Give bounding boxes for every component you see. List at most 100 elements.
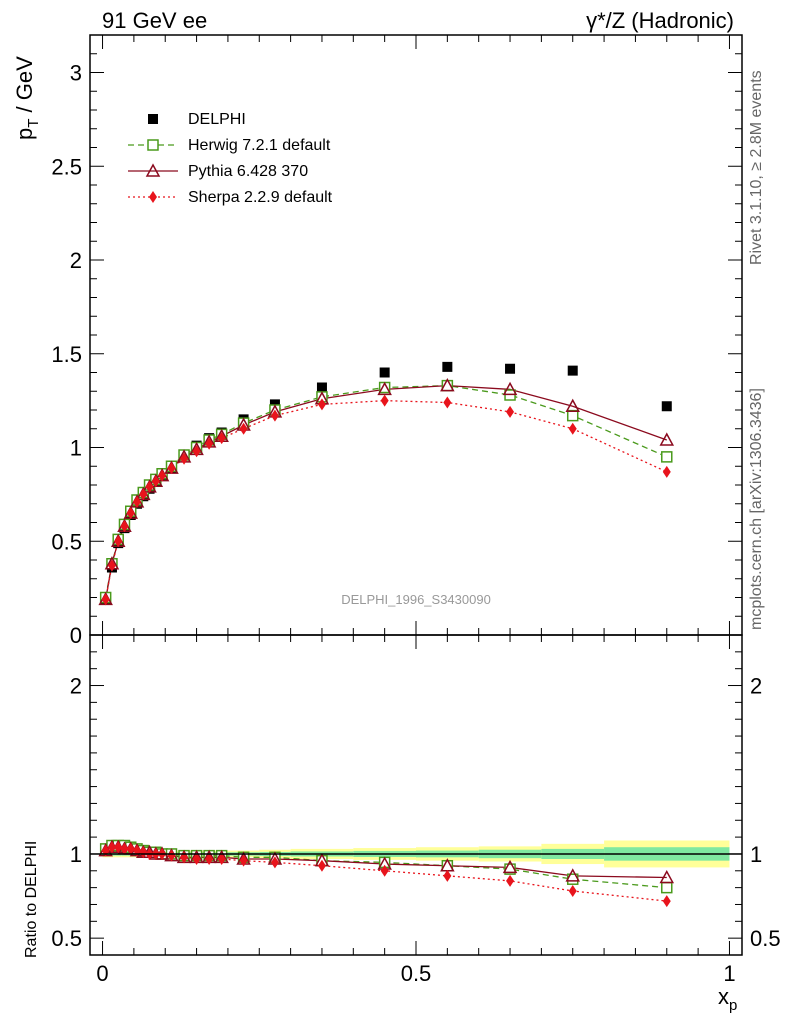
point-main-sherpa-2-2-9-default [568, 422, 577, 435]
point-ratio-sherpa-2-2-9-default [270, 856, 279, 869]
point-main-sherpa-2-2-9-default [151, 475, 160, 488]
point-main-sherpa-2-2-9-default [126, 507, 135, 520]
point-ratio-sherpa-2-2-9-default [239, 854, 248, 867]
y-tick-label-ratio-left: 2 [70, 674, 82, 699]
point-ratio-pythia-6-428-370 [565, 868, 580, 882]
y-tick-label-ratio-right: 0.5 [750, 926, 781, 951]
tick-labels-layer: 0 0.5 1 0 0.5 1 1.5 2 2.5 3 0.5 0.5 1 1 2 2 [51, 61, 780, 987]
y-tick-label-ratio-left: 0.5 [51, 926, 82, 951]
y-tick-label-ratio-right: 2 [750, 674, 762, 699]
point-main-sherpa-2-2-9-default [167, 462, 176, 475]
y-tick-label-main: 1.5 [51, 342, 82, 367]
point-main-sherpa-2-2-9-default [662, 465, 671, 478]
point-ratio-pythia-6-428-370 [502, 859, 518, 874]
point-ratio-sherpa-2-2-9-default [317, 859, 326, 872]
point-main-delphi [567, 365, 578, 376]
y-tick-label-main: 2 [70, 248, 82, 273]
y-tick-label-ratio-right: 1 [750, 842, 762, 867]
point-main-delphi [442, 361, 453, 372]
point-main-sherpa-2-2-9-default [217, 432, 226, 445]
point-main-herwig-7-2-1-default [661, 451, 673, 463]
legend-label-pythia-6-428-370: Pythia 6.428 370 [188, 163, 308, 180]
point-main-sherpa-2-2-9-default [145, 480, 154, 493]
point-main-sherpa-2-2-9-default [180, 452, 189, 465]
x-tick-label: 0.5 [401, 961, 432, 986]
y-tick-label-main: 0 [70, 623, 82, 648]
point-ratio-sherpa-2-2-9-default [192, 853, 201, 865]
x-axis-label-sub: p [729, 997, 737, 1014]
series-line-main-sherpa-2-2-9-default [105, 399, 668, 600]
point-ratio-sherpa-2-2-9-default [139, 846, 148, 859]
y-tick-label-main: 0.5 [51, 529, 82, 554]
x-axis-label: xp [718, 984, 737, 1014]
x-tick-label: 1 [723, 961, 735, 986]
x-axis-label-base: x [718, 984, 729, 1009]
legend-label-sherpa-2-2-9-default: Sherpa 2.2.9 default [188, 189, 333, 206]
point-ratio-sherpa-2-2-9-default [205, 853, 214, 865]
legend-label-delphi: DELPHI [188, 111, 246, 128]
point-ratio-sherpa-2-2-9-default [114, 841, 123, 854]
point-main-pythia-6-428-370 [440, 378, 455, 392]
y-axis-label-sub: T [25, 119, 42, 128]
point-main-delphi [661, 401, 672, 412]
legend: DELPHI Herwig 7.2.1 default Pythia 6.428 3… [128, 111, 333, 206]
point-ratio-sherpa-2-2-9-default [380, 864, 389, 877]
legend-marker-sherpa-2-2-9-default [149, 191, 157, 203]
point-main-sherpa-2-2-9-default [139, 488, 148, 501]
x-tick-label: 0 [96, 961, 108, 986]
point-main-delphi [505, 363, 516, 374]
point-main-pythia-6-428-370 [502, 381, 518, 396]
point-ratio-sherpa-2-2-9-default [126, 842, 135, 855]
analysis-id-watermark: DELPHI_1996_S3430090 [341, 592, 491, 607]
series-line-main-herwig-7-2-1-default [105, 384, 668, 598]
point-main-sherpa-2-2-9-default [158, 469, 167, 482]
point-main-sherpa-2-2-9-default [107, 559, 116, 572]
side-note-top: Rivet 3.1.10, ≥ 2.8M events [748, 70, 765, 265]
point-main-pythia-6-428-370 [377, 381, 392, 396]
axes-layer [89, 34, 743, 956]
y-axis-label-ratio: Ratio to DELPHI [23, 841, 40, 958]
point-main-sherpa-2-2-9-default [133, 495, 142, 508]
series-lines-layer [105, 384, 668, 902]
y-tick-label-main: 2.5 [51, 154, 82, 179]
point-main-sherpa-2-2-9-default [192, 445, 201, 458]
legend-marker-delphi [148, 114, 158, 124]
legend-label-herwig-7-2-1-default: Herwig 7.2.1 default [188, 137, 331, 154]
point-ratio-sherpa-2-2-9-default [662, 895, 671, 908]
point-ratio-sherpa-2-2-9-default [506, 874, 515, 887]
point-main-sherpa-2-2-9-default [101, 593, 110, 606]
y-tick-label-main: 1 [70, 436, 82, 461]
point-ratio-sherpa-2-2-9-default [443, 869, 452, 882]
point-main-pythia-6-428-370 [659, 432, 675, 446]
y-axis-label-unit: / GeV [12, 56, 37, 119]
point-main-sherpa-2-2-9-default [120, 520, 129, 533]
point-main-sherpa-2-2-9-default [506, 405, 515, 418]
point-main-sherpa-2-2-9-default [239, 422, 248, 435]
title-right: γ*/Z (Hadronic) [586, 8, 734, 33]
point-main-sherpa-2-2-9-default [443, 396, 452, 409]
y-axis-label-main: pT / GeV [12, 56, 42, 140]
point-main-sherpa-2-2-9-default [317, 398, 326, 411]
title-left: 91 GeV ee [102, 8, 207, 33]
point-ratio-sherpa-2-2-9-default [217, 853, 226, 865]
point-ratio-sherpa-2-2-9-default [167, 849, 176, 862]
point-main-sherpa-2-2-9-default [205, 437, 214, 450]
point-main-pythia-6-428-370 [565, 398, 580, 412]
markers-layer [98, 361, 675, 908]
side-note-bottom: mcplots.cern.ch [arXiv:1306.3436] [748, 388, 765, 630]
point-main-delphi [316, 382, 327, 393]
y-tick-label-main: 3 [70, 61, 82, 86]
ratio-panel-frame [89, 634, 743, 956]
y-axis-label-base: p [12, 128, 37, 140]
point-ratio-sherpa-2-2-9-default [120, 842, 129, 855]
point-main-sherpa-2-2-9-default [270, 409, 279, 422]
point-main-sherpa-2-2-9-default [114, 535, 123, 548]
point-ratio-herwig-7-2-1-default [661, 881, 673, 894]
point-main-delphi [379, 367, 390, 378]
point-main-sherpa-2-2-9-default [380, 394, 389, 407]
legend-marker-herwig-7-2-1-default [147, 139, 159, 151]
point-ratio-sherpa-2-2-9-default [107, 841, 116, 854]
point-main-herwig-7-2-1-default [566, 409, 579, 422]
point-ratio-pythia-6-428-370 [659, 869, 675, 884]
